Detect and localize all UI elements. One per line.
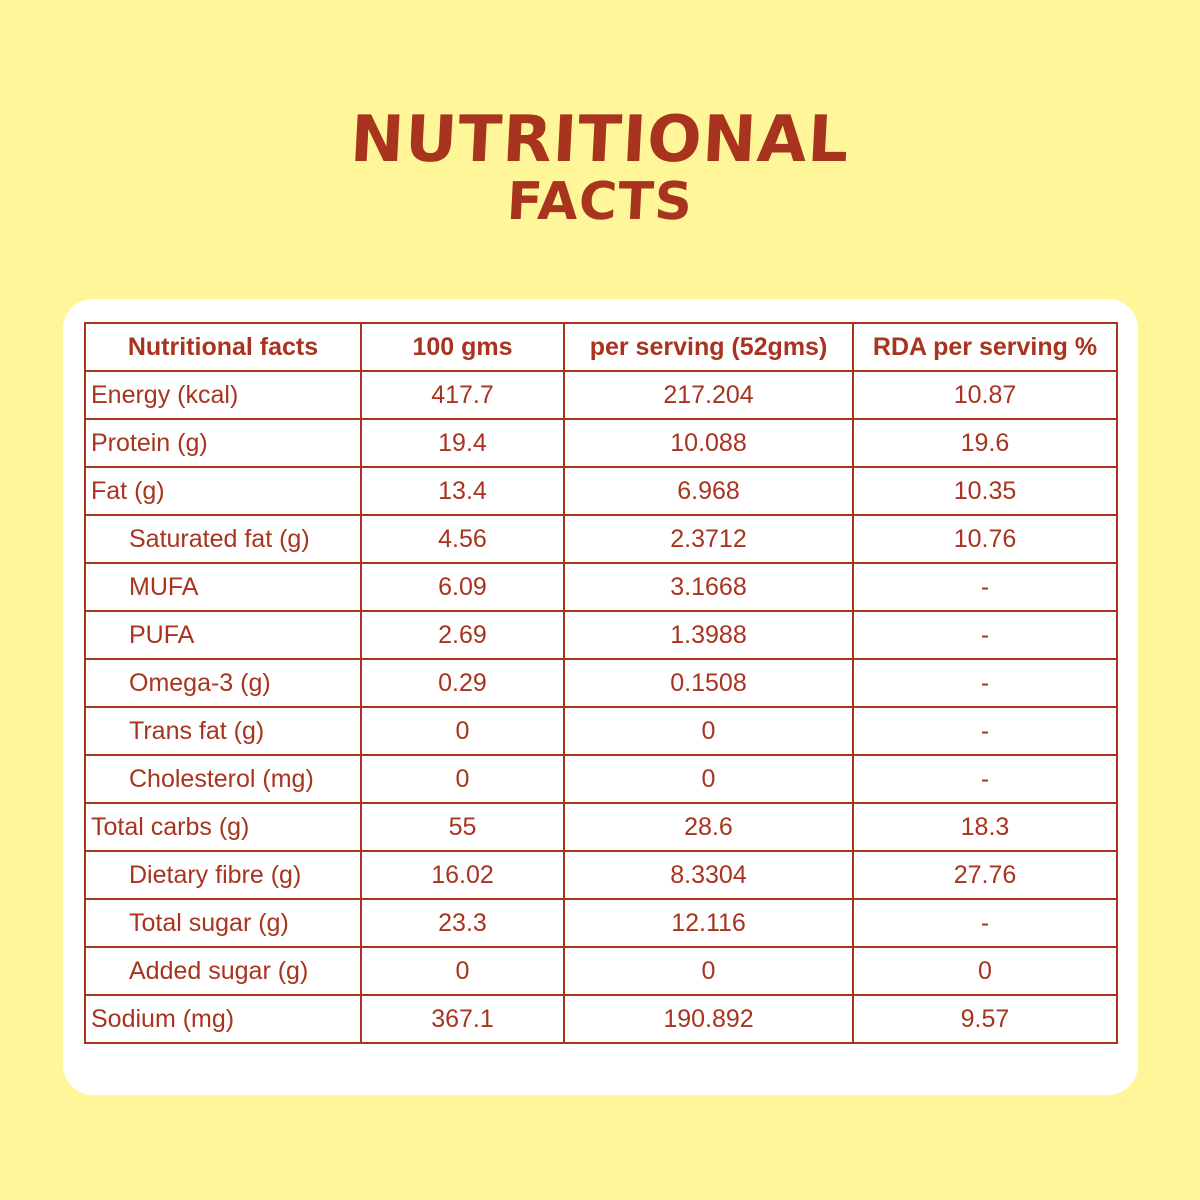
per-100g-cell: 0 bbox=[360, 754, 565, 804]
nutrient-name-cell: Saturated fat (g) bbox=[84, 514, 362, 564]
nutrient-name-cell: Fat (g) bbox=[84, 466, 362, 516]
rda-cell: - bbox=[852, 706, 1118, 756]
table-row: MUFA 6.09 3.1668- bbox=[84, 562, 1118, 612]
rda-cell: 27.76 bbox=[852, 850, 1118, 900]
per-100g-cell: 2.69 bbox=[360, 610, 565, 660]
nutrient-name-cell: Energy (kcal) bbox=[84, 370, 362, 420]
table-row: PUFA 2.69 1.3988- bbox=[84, 610, 1118, 660]
table-body: Energy (kcal) 417.7 217.204 10.87 Protein (g… bbox=[84, 370, 1118, 1044]
table-row: Sodium (mg) 367.1 190.892 9.57 bbox=[84, 994, 1118, 1044]
per-100g-cell: 55 bbox=[360, 802, 565, 852]
nutrient-name-cell: Dietary fibre (g) bbox=[84, 850, 362, 900]
table-header-row: Nutritional facts 100 gms per serving (5… bbox=[84, 322, 1118, 372]
header-per-serving: per serving (52gms) bbox=[563, 322, 854, 372]
rda-cell: - bbox=[852, 610, 1118, 660]
table-row: Dietary fibre (g) 16.02 8.3304 27.76 bbox=[84, 850, 1118, 900]
per-100g-cell: 23.3 bbox=[360, 898, 565, 948]
rda-cell: 10.35 bbox=[852, 466, 1118, 516]
table-row: Total carbs (g) 55 28.6 18.3 bbox=[84, 802, 1118, 852]
per-100g-cell: 367.1 bbox=[360, 994, 565, 1044]
rda-cell: - bbox=[852, 658, 1118, 708]
per-serving-cell: 12.116 bbox=[563, 898, 854, 948]
per-100g-cell: 4.56 bbox=[360, 514, 565, 564]
per-100g-cell: 417.7 bbox=[360, 370, 565, 420]
rda-cell: - bbox=[852, 898, 1118, 948]
per-serving-cell: 6.968 bbox=[563, 466, 854, 516]
per-serving-cell: 28.6 bbox=[563, 802, 854, 852]
per-100g-cell: 13.4 bbox=[360, 466, 565, 516]
rda-cell: 19.6 bbox=[852, 418, 1118, 468]
per-serving-cell: 2.3712 bbox=[563, 514, 854, 564]
table-row: Added sugar (g) 0 0 0 bbox=[84, 946, 1118, 996]
per-100g-cell: 19.4 bbox=[360, 418, 565, 468]
table-row: Omega-3 (g) 0.29 0.1508- bbox=[84, 658, 1118, 708]
nutrient-name-cell: MUFA bbox=[84, 562, 362, 612]
per-serving-cell: 10.088 bbox=[563, 418, 854, 468]
nutrient-name-cell: Total sugar (g) bbox=[84, 898, 362, 948]
rda-cell: - bbox=[852, 562, 1118, 612]
nutrient-name-cell: Omega-3 (g) bbox=[84, 658, 362, 708]
per-serving-cell: 0.1508 bbox=[563, 658, 854, 708]
per-100g-cell: 16.02 bbox=[360, 850, 565, 900]
nutrient-name-cell: Total carbs (g) bbox=[84, 802, 362, 852]
table-row: Protein (g) 19.4 10.088 19.6 bbox=[84, 418, 1118, 468]
table-row: Energy (kcal) 417.7 217.204 10.87 bbox=[84, 370, 1118, 420]
per-serving-cell: 0 bbox=[563, 706, 854, 756]
table-row: Cholesterol (mg) 0 0- bbox=[84, 754, 1118, 804]
rda-cell: 18.3 bbox=[852, 802, 1118, 852]
per-serving-cell: 8.3304 bbox=[563, 850, 854, 900]
table-row: Fat (g) 13.4 6.968 10.35 bbox=[84, 466, 1118, 516]
per-serving-cell: 0 bbox=[563, 754, 854, 804]
nutrient-name-cell: PUFA bbox=[84, 610, 362, 660]
rda-cell: 10.76 bbox=[852, 514, 1118, 564]
rda-cell: 0 bbox=[852, 946, 1118, 996]
header-100-gms: 100 gms bbox=[360, 322, 565, 372]
per-100g-cell: 0 bbox=[360, 946, 565, 996]
table-row: Saturated fat (g) 4.56 2.3712 10.76 bbox=[84, 514, 1118, 564]
table-row: Trans fat (g) 0 0- bbox=[84, 706, 1118, 756]
table-row: Total sugar (g) 23.3 12.116- bbox=[84, 898, 1118, 948]
nutrient-name-cell: Sodium (mg) bbox=[84, 994, 362, 1044]
per-100g-cell: 6.09 bbox=[360, 562, 565, 612]
nutrient-name-cell: Cholesterol (mg) bbox=[84, 754, 362, 804]
rda-cell: 9.57 bbox=[852, 994, 1118, 1044]
nutrient-name-cell: Protein (g) bbox=[84, 418, 362, 468]
page-subtitle: Facts bbox=[505, 172, 695, 232]
page-title: Nutritional bbox=[348, 103, 852, 177]
rda-cell: 10.87 bbox=[852, 370, 1118, 420]
nutrient-name-cell: Trans fat (g) bbox=[84, 706, 362, 756]
per-serving-cell: 190.892 bbox=[563, 994, 854, 1044]
rda-cell: - bbox=[852, 754, 1118, 804]
header-rda-per-serving: RDA per serving % bbox=[852, 322, 1118, 372]
nutrition-table: Nutritional facts 100 gms per serving (5… bbox=[84, 322, 1118, 1044]
per-100g-cell: 0 bbox=[360, 706, 565, 756]
per-serving-cell: 217.204 bbox=[563, 370, 854, 420]
per-serving-cell: 3.1668 bbox=[563, 562, 854, 612]
per-100g-cell: 0.29 bbox=[360, 658, 565, 708]
per-serving-cell: 1.3988 bbox=[563, 610, 854, 660]
header-nutritional-facts: Nutritional facts bbox=[84, 322, 362, 372]
nutrient-name-cell: Added sugar (g) bbox=[84, 946, 362, 996]
per-serving-cell: 0 bbox=[563, 946, 854, 996]
